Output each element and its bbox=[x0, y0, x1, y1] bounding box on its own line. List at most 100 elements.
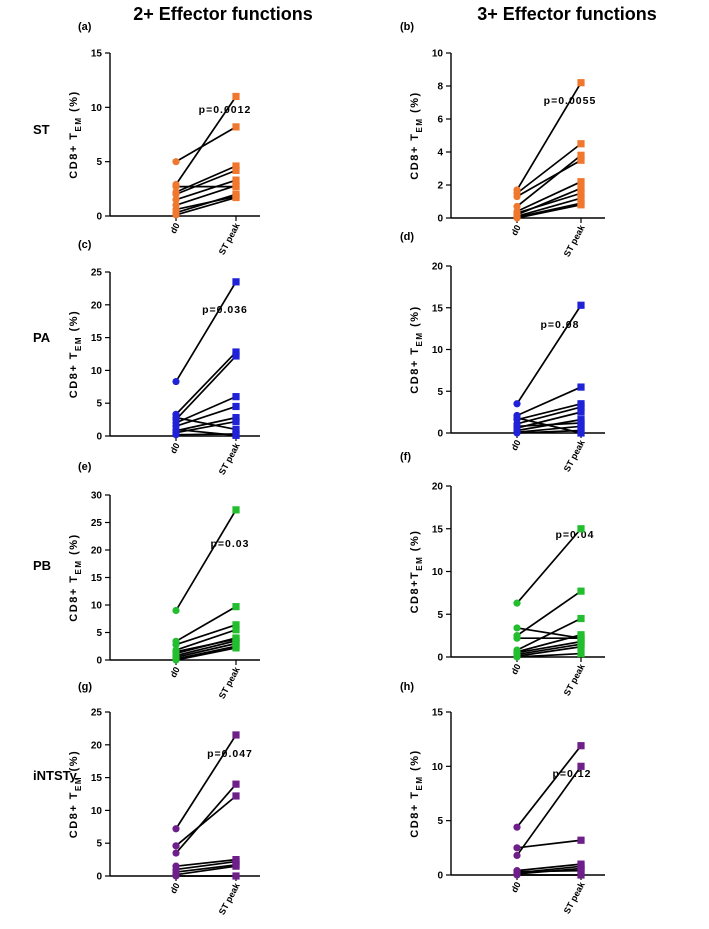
panel-letter: (c) bbox=[78, 239, 92, 251]
peak-point bbox=[232, 603, 240, 611]
peak-point bbox=[577, 79, 585, 87]
d0-point bbox=[172, 158, 180, 166]
d0-point bbox=[513, 823, 521, 831]
x-tick-label: ST peak bbox=[217, 880, 243, 916]
panel-c: 0 5 10 15 20 25 d0 ST peak CD8+ TEM (%) (c) p=0.03… bbox=[68, 239, 260, 476]
y-tick-label: 5 bbox=[437, 387, 443, 398]
d0-point bbox=[513, 400, 521, 408]
y-tick-label: 10 bbox=[432, 345, 444, 356]
x-tick-label: ST peak bbox=[217, 440, 243, 476]
p-value-label: p=0.03 bbox=[211, 538, 250, 550]
peak-point bbox=[232, 731, 240, 739]
x-tick-label: d0 bbox=[509, 223, 523, 237]
peak-point bbox=[577, 871, 585, 879]
peak-point bbox=[577, 836, 585, 844]
row-label-st: ST bbox=[33, 122, 50, 137]
series-line bbox=[516, 154, 582, 208]
y-tick-label: 25 bbox=[91, 268, 103, 279]
d0-point bbox=[513, 192, 521, 201]
peak-point bbox=[577, 429, 585, 437]
series-line bbox=[516, 197, 582, 218]
series-line bbox=[516, 192, 582, 214]
y-tick-label: 5 bbox=[96, 628, 102, 639]
y-axis-label: CD8+ TEM (%) bbox=[68, 533, 83, 621]
peak-point bbox=[577, 201, 585, 209]
series-line bbox=[516, 863, 582, 872]
d0-point bbox=[172, 842, 180, 850]
series-line bbox=[516, 425, 582, 434]
peak-point bbox=[577, 614, 585, 623]
y-axis-label-main: CD8+ T bbox=[68, 574, 80, 621]
x-tick-label: d0 bbox=[168, 441, 182, 455]
y-axis-label-unit: (%) bbox=[409, 530, 421, 556]
d0-point bbox=[172, 872, 180, 880]
peak-point bbox=[232, 506, 240, 514]
d0-point bbox=[172, 211, 180, 219]
peak-point bbox=[577, 383, 585, 391]
p-value-label: p=0.036 bbox=[202, 304, 248, 316]
d0-point bbox=[172, 425, 180, 434]
peak-point bbox=[232, 431, 240, 439]
peak-point bbox=[577, 403, 585, 411]
series-line bbox=[516, 159, 582, 198]
series-line bbox=[516, 839, 582, 849]
y-tick-label: 25 bbox=[91, 708, 103, 719]
y-tick-label: 0 bbox=[437, 653, 443, 664]
peak-point bbox=[232, 780, 240, 788]
d0-point bbox=[513, 844, 521, 852]
y-tick-label: 5 bbox=[437, 816, 443, 827]
x-tick-label: d0 bbox=[168, 221, 182, 235]
series-line bbox=[516, 627, 582, 640]
p-value-label: p=0.0012 bbox=[199, 104, 252, 116]
peak-point bbox=[577, 643, 585, 651]
peak-point bbox=[232, 621, 240, 629]
series-line bbox=[516, 617, 582, 651]
peak-point bbox=[232, 626, 240, 634]
series-line bbox=[175, 428, 237, 437]
y-axis-label-subscript: EM bbox=[415, 331, 424, 346]
y-axis-label-main: CD8+ T bbox=[409, 132, 421, 179]
y-axis-label-subscript: EM bbox=[74, 559, 83, 574]
x-tick-label: ST peak bbox=[562, 879, 588, 915]
y-tick-label: 5 bbox=[96, 157, 102, 168]
series-line bbox=[175, 865, 237, 876]
peak-point bbox=[577, 631, 585, 639]
d0-point bbox=[172, 183, 180, 191]
series-line bbox=[516, 643, 582, 656]
d0-point bbox=[513, 422, 521, 430]
d0-point bbox=[172, 641, 180, 649]
y-axis-label-unit: (%) bbox=[409, 749, 421, 775]
peak-point bbox=[577, 762, 585, 770]
series-line bbox=[175, 416, 237, 431]
panel-d: 0 5 10 15 20 d0 ST peak CD8+ TEM (%) (d) p=0.08 bbox=[400, 231, 605, 473]
y-axis-label-main: CD8+ T bbox=[409, 790, 421, 837]
series-line bbox=[175, 642, 237, 659]
y-tick-label: 0 bbox=[437, 429, 443, 440]
y-tick-label: 10 bbox=[432, 49, 444, 60]
y-tick-label: 2 bbox=[437, 181, 443, 192]
y-tick-label: 0 bbox=[96, 872, 102, 883]
y-tick-label: 20 bbox=[432, 482, 444, 493]
y-tick-label: 5 bbox=[437, 610, 443, 621]
y-tick-label: 15 bbox=[91, 573, 103, 584]
d0-point bbox=[172, 849, 180, 857]
y-tick-label: 20 bbox=[91, 740, 103, 751]
y-tick-label: 25 bbox=[91, 518, 103, 529]
x-tick-label: d0 bbox=[509, 662, 523, 676]
series-line bbox=[175, 281, 237, 382]
y-tick-label: 15 bbox=[432, 708, 444, 719]
y-tick-label: 10 bbox=[91, 601, 103, 612]
series-line bbox=[516, 590, 582, 637]
panel-letter: (g) bbox=[78, 681, 92, 693]
d0-point bbox=[172, 825, 180, 833]
series-line bbox=[175, 165, 237, 193]
peak-point bbox=[232, 278, 240, 286]
y-axis-label-main: CD8+ T bbox=[68, 791, 80, 838]
d0-point bbox=[172, 431, 180, 439]
row-label-intsty: iNTSTy bbox=[33, 768, 78, 783]
x-tick-label: d0 bbox=[509, 438, 523, 452]
series-line bbox=[175, 351, 237, 415]
row-label-pb: PB bbox=[33, 558, 51, 573]
series-line bbox=[175, 864, 237, 873]
